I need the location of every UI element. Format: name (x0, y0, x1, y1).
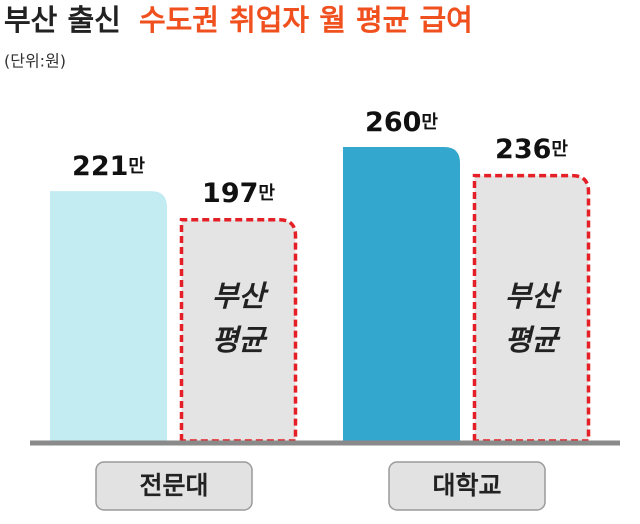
bar (179, 217, 298, 443)
value-label-part: 만 (551, 139, 568, 160)
category-box (95, 461, 253, 511)
value-label: 260만 (365, 107, 438, 138)
value-label: 197만 (202, 178, 275, 209)
bar (50, 191, 167, 441)
value-label-part: 260 (365, 107, 421, 138)
value-label-part: 만 (258, 183, 275, 204)
value-label-part: 만 (421, 112, 438, 133)
value-label: 236만 (495, 134, 568, 165)
value-label-part: 236 (495, 134, 551, 165)
x-tick-label: 대학교 (432, 471, 501, 500)
title-part: 부산 출신 (4, 3, 121, 37)
value-label-part: 197 (202, 178, 258, 209)
category-box (388, 461, 546, 511)
bar-label: 부산 (212, 279, 270, 313)
value-label-part: 221 (72, 151, 128, 182)
subtitle: (단위:원) (4, 52, 66, 71)
bar-label: 부산 (505, 279, 563, 313)
chart-title: 부산 출신 수도권 취업자 월 평균 급여 (4, 3, 473, 37)
bar (472, 173, 591, 443)
title-highlight: 수도권 취업자 월 평균 급여 (139, 3, 473, 37)
value-label: 221만 (72, 151, 145, 182)
value-label-part: 만 (128, 156, 145, 177)
bar (343, 147, 460, 441)
bar-label: 평균 (505, 323, 562, 357)
bar-label: 평균 (212, 323, 269, 357)
x-tick-label: 전문대 (139, 471, 208, 500)
